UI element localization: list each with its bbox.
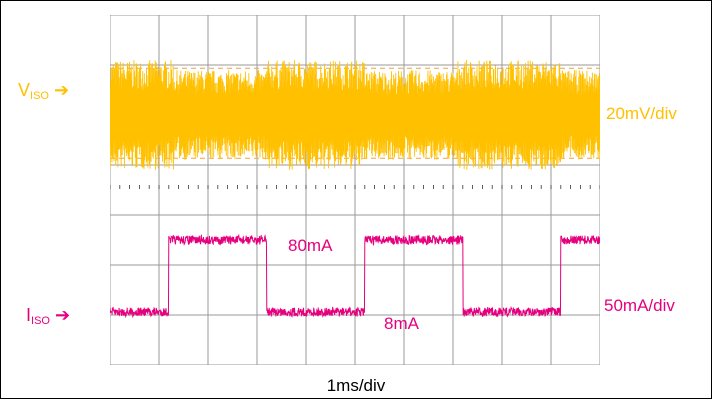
viso-trace	[110, 59, 600, 170]
current-low-annotation: 8mA	[384, 314, 419, 333]
iiso-label: IISO ➔	[26, 305, 71, 327]
viso-label: VISO ➔	[18, 80, 70, 102]
voltage-scale-label: 20mV/div	[606, 104, 677, 123]
viso-ripple-path	[110, 59, 600, 170]
iiso-arrow-icon: ➔	[54, 305, 71, 325]
viso-arrow-icon: ➔	[53, 80, 70, 100]
oscilloscope-plot	[110, 15, 600, 365]
time-scale-label: 1ms/div	[326, 376, 386, 395]
current-high-annotation: 80mA	[288, 236, 333, 255]
iiso-trace	[110, 233, 600, 319]
iiso-current-path	[110, 233, 600, 319]
current-scale-label: 50mA/div	[604, 296, 675, 315]
